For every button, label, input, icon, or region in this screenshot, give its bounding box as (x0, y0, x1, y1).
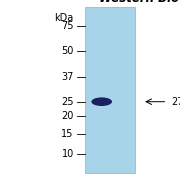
Text: 37: 37 (61, 71, 74, 82)
Text: 20: 20 (61, 111, 74, 121)
Ellipse shape (91, 97, 112, 106)
Text: 27kDa: 27kDa (171, 97, 180, 107)
Text: 15: 15 (61, 129, 74, 139)
Text: 25: 25 (61, 97, 74, 107)
Bar (85, 7, 135, 173)
Text: Western Blot: Western Blot (99, 0, 180, 5)
Text: 50: 50 (61, 46, 74, 56)
Text: 10: 10 (62, 149, 74, 159)
Text: 75: 75 (61, 21, 74, 31)
Text: kDa: kDa (55, 13, 74, 23)
